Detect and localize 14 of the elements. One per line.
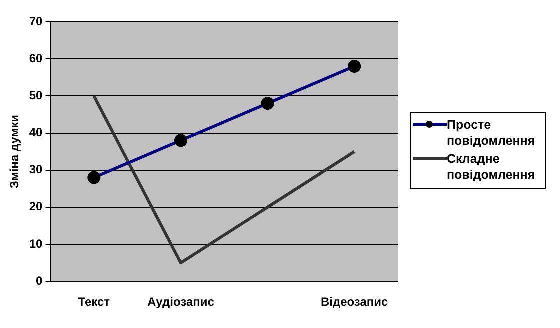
y-tick-label: 20 bbox=[29, 200, 44, 214]
x-tick-label: Аудіозапис bbox=[147, 295, 215, 310]
x-tick-label: Текст bbox=[78, 295, 110, 310]
y-tick-label: 30 bbox=[29, 162, 44, 177]
y-tick-label: 40 bbox=[29, 126, 44, 140]
legend-label: Просте повідомлення bbox=[447, 117, 536, 149]
y-tick-label: 0 bbox=[36, 274, 44, 288]
y-tick-label: 10 bbox=[29, 236, 44, 251]
y-tick-label: 70 bbox=[29, 14, 44, 28]
y-tick-label: 50 bbox=[29, 88, 44, 102]
y-tick-label: 60 bbox=[29, 51, 44, 66]
y-axis-title: Зміна думки bbox=[8, 115, 22, 189]
legend-label: Складне повідомлення bbox=[447, 151, 536, 183]
x-tick-label: Відеозапис bbox=[320, 295, 389, 310]
